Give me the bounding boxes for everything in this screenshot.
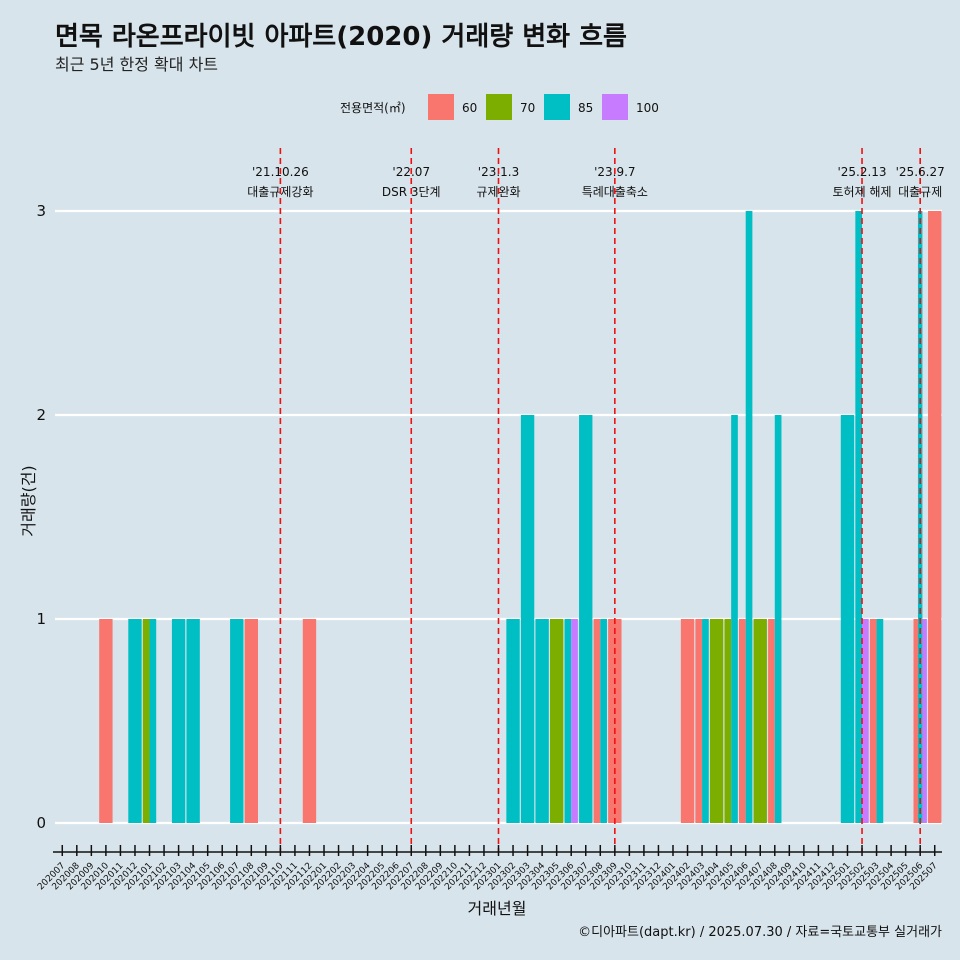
bar-202406-60 [739,619,746,823]
bar-202501-85 [840,415,855,823]
bar-202302-85 [506,619,520,823]
x-axis-label: 거래년월 [468,899,527,918]
bar-202307-85 [579,415,593,823]
bar-202405-85 [731,415,738,823]
bar-202103-85 [171,619,186,823]
bar-202405-70 [724,619,732,823]
y-tick-label: 0 [36,814,46,832]
annotation-date: '23.9.7 [594,165,635,179]
annotation-date: '21.10.26 [252,165,309,179]
legend-key-70 [486,94,512,120]
bar-202306-85 [564,619,572,823]
legend-label-60: 60 [462,101,477,115]
bar-202406-85 [745,211,753,823]
legend-title: 전용면적(㎡) [340,101,406,115]
legend-label-100: 100 [636,101,659,115]
bar-202101-70 [142,619,150,823]
annotation-text: 대출규제강화 [247,185,313,199]
bar-202012-85 [128,619,142,823]
bar-202408-60 [768,619,775,823]
legend-label-85: 85 [578,101,593,115]
bar-202304-85 [535,619,549,823]
y-tick-label: 1 [36,610,46,628]
chart-subtitle: 최근 5년 한정 확대 차트 [55,55,218,74]
annotation-text: DSR 3단계 [382,185,441,199]
annotation-text: 특례대출축소 [582,185,648,199]
bar-202104-85 [186,619,200,823]
y-axis-label: 거래량(건) [19,465,38,536]
bar-202407-70 [753,619,767,823]
bar-202503-60 [869,619,877,823]
bar-202408-85 [774,415,782,823]
bar-202403-60 [695,619,703,823]
annotation-date: '23.1.3 [478,165,519,179]
bar-202305-70 [549,619,564,823]
bar-202506-85 [917,211,923,823]
bar-202308-60 [593,619,601,823]
annotation-text: 규제완화 [476,185,520,199]
bar-202507-60 [928,211,942,823]
bar-202303-85 [520,415,535,823]
bar-202506-100 [922,619,927,823]
bar-202010-60 [99,619,113,823]
annotation-date: '25.2.13 [837,165,886,179]
bar-202108-60 [244,619,258,823]
bar-202403-85 [702,619,709,823]
bar-202308-85 [600,619,607,823]
chart-title: 면목 라온프라이빗 아파트(2020) 거래량 변화 흐름 [55,22,627,52]
y-tick-label: 3 [36,202,46,220]
annotation-date: '22.07 [392,165,430,179]
bar-202502-85 [855,211,863,823]
bar-202107-85 [230,619,244,823]
legend: 전용면적(㎡) 60 70 85 100 [340,94,659,120]
legend-key-60 [428,94,454,120]
annotation-text: 대출규제 [898,185,942,199]
bar-202112-60 [302,619,317,823]
annotation-text: 토허제 해제 [833,185,892,199]
y-tick-label: 2 [36,406,46,424]
caption: ©디아파트(dapt.kr) / 2025.07.30 / 자료=국토교통부 실… [578,925,942,940]
bar-202404-70 [709,619,724,823]
bar-202306-100 [571,619,578,823]
legend-label-70: 70 [520,101,535,115]
legend-key-100 [602,94,628,120]
bar-202402-60 [680,619,695,823]
bar-202101-85 [149,619,157,823]
bar-202506-60 [913,619,918,823]
legend-key-85 [544,94,570,120]
bar-202502-100 [862,619,869,823]
plot-area: 0 1 2 3 '21.10.26 대출규제강화 '22.07 DSR 3단계 '23.1.3 규… [36,148,945,892]
annotation-date: '25.6.27 [896,165,945,179]
bar-202503-85 [876,619,884,823]
